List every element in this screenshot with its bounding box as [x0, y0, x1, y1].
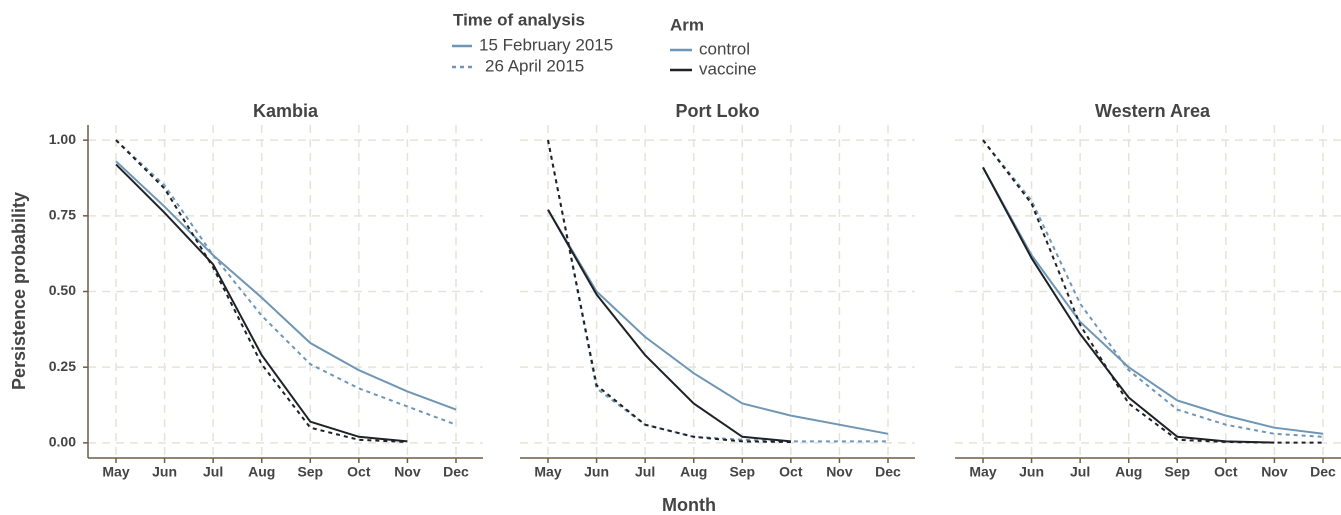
x-axis-label: Month: [662, 495, 716, 515]
series-line: [115, 139, 457, 426]
y-tick-label: 0.50: [49, 282, 76, 298]
x-tick-label: Sep: [1164, 464, 1190, 480]
x-tick-label: Nov: [1261, 464, 1288, 480]
y-axis-label: Persistence probability: [9, 192, 29, 390]
x-tick-label: Dec: [1310, 464, 1336, 480]
y-tick-label: 1.00: [49, 131, 76, 147]
legend-label: control: [699, 39, 750, 58]
legend-label: 26 April 2015: [485, 56, 584, 75]
series-line: [547, 209, 791, 443]
x-tick-label: Jul: [203, 464, 223, 480]
x-tick-label: Sep: [297, 464, 323, 480]
x-tick-label: Dec: [443, 464, 469, 480]
series-line: [547, 139, 791, 443]
series-line: [982, 166, 1275, 444]
y-tick-label: 0.00: [49, 434, 76, 450]
x-tick-label: Oct: [779, 464, 803, 480]
x-tick-label: Jun: [152, 464, 177, 480]
legend-title: Time of analysis: [453, 10, 585, 29]
x-tick-label: Dec: [875, 464, 901, 480]
x-tick-label: Oct: [1214, 464, 1238, 480]
panel-title: Western Area: [1095, 101, 1211, 121]
x-tick-label: Jul: [635, 464, 655, 480]
x-tick-label: Aug: [1115, 464, 1142, 480]
x-tick-label: Jul: [1070, 464, 1090, 480]
legend-title: Arm: [670, 15, 704, 34]
y-tick-label: 0.25: [49, 358, 76, 374]
legend-label: 15 February 2015: [479, 35, 613, 54]
x-tick-label: May: [534, 464, 561, 480]
series-line: [115, 160, 457, 411]
x-tick-label: Oct: [347, 464, 371, 480]
x-tick-label: Nov: [394, 464, 421, 480]
x-tick-label: May: [102, 464, 129, 480]
series-line: [982, 139, 1324, 438]
x-tick-label: Nov: [826, 464, 853, 480]
legend-label: vaccine: [699, 59, 757, 78]
panel-title: Port Loko: [676, 101, 760, 121]
series-line: [547, 209, 889, 435]
x-tick-label: Aug: [680, 464, 707, 480]
x-tick-label: Jun: [1019, 464, 1044, 480]
x-tick-label: Sep: [729, 464, 755, 480]
series-line: [982, 166, 1324, 435]
x-tick-label: Jun: [584, 464, 609, 480]
panel-title: Kambia: [253, 101, 319, 121]
y-tick-label: 0.75: [49, 207, 76, 223]
series-line: [115, 163, 408, 443]
x-tick-label: May: [969, 464, 996, 480]
x-tick-label: Aug: [248, 464, 275, 480]
